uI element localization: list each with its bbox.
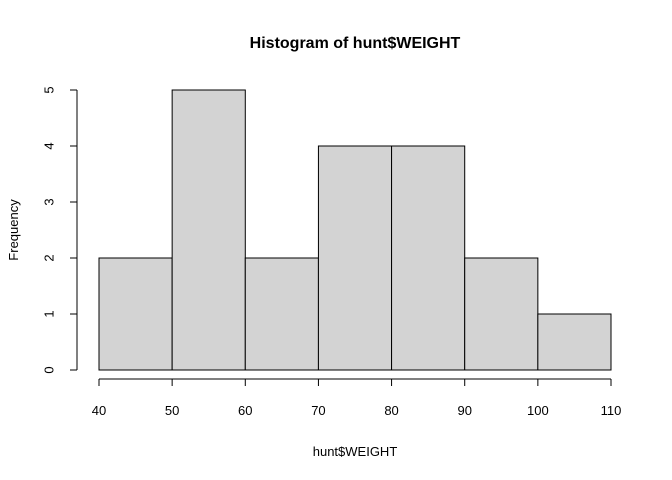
y-tick-label-0: 0 bbox=[42, 366, 57, 373]
x-tick-label-110: 110 bbox=[601, 403, 622, 418]
y-tick-label-1: 1 bbox=[42, 310, 57, 317]
y-tick-label-5: 5 bbox=[42, 86, 57, 93]
y-axis-label: Frequency bbox=[6, 199, 21, 261]
y-tick-label-2: 2 bbox=[42, 254, 57, 261]
histogram-bar-40-50 bbox=[98, 257, 173, 371]
histogram-bar-60-70 bbox=[244, 257, 319, 371]
x-axis: 40 50 60 70 80 90 100 110 bbox=[92, 378, 622, 418]
histogram-bar-70-80 bbox=[317, 145, 393, 371]
x-tick-label-60: 60 bbox=[238, 403, 252, 418]
x-tick-label-80: 80 bbox=[384, 403, 398, 418]
y-tick-label-3: 3 bbox=[42, 198, 57, 205]
x-axis-label: hunt$WEIGHT bbox=[313, 444, 398, 459]
chart-title: Histogram of hunt$WEIGHT bbox=[250, 35, 461, 52]
y-tick-label-4: 4 bbox=[42, 142, 57, 149]
bars-group bbox=[98, 89, 612, 371]
histogram-bar-80-90 bbox=[391, 145, 466, 371]
y-axis: 0 1 2 3 4 5 bbox=[42, 86, 78, 374]
x-tick-label-50: 50 bbox=[165, 403, 179, 418]
x-tick-label-40: 40 bbox=[92, 403, 106, 418]
x-tick-label-70: 70 bbox=[311, 403, 325, 418]
histogram-bar-100-110 bbox=[537, 313, 612, 371]
histogram-bar-50-60 bbox=[171, 89, 246, 371]
histogram-bar-90-100 bbox=[464, 257, 539, 371]
x-tick-label-100: 100 bbox=[527, 403, 549, 418]
x-tick-label-90: 90 bbox=[457, 403, 471, 418]
